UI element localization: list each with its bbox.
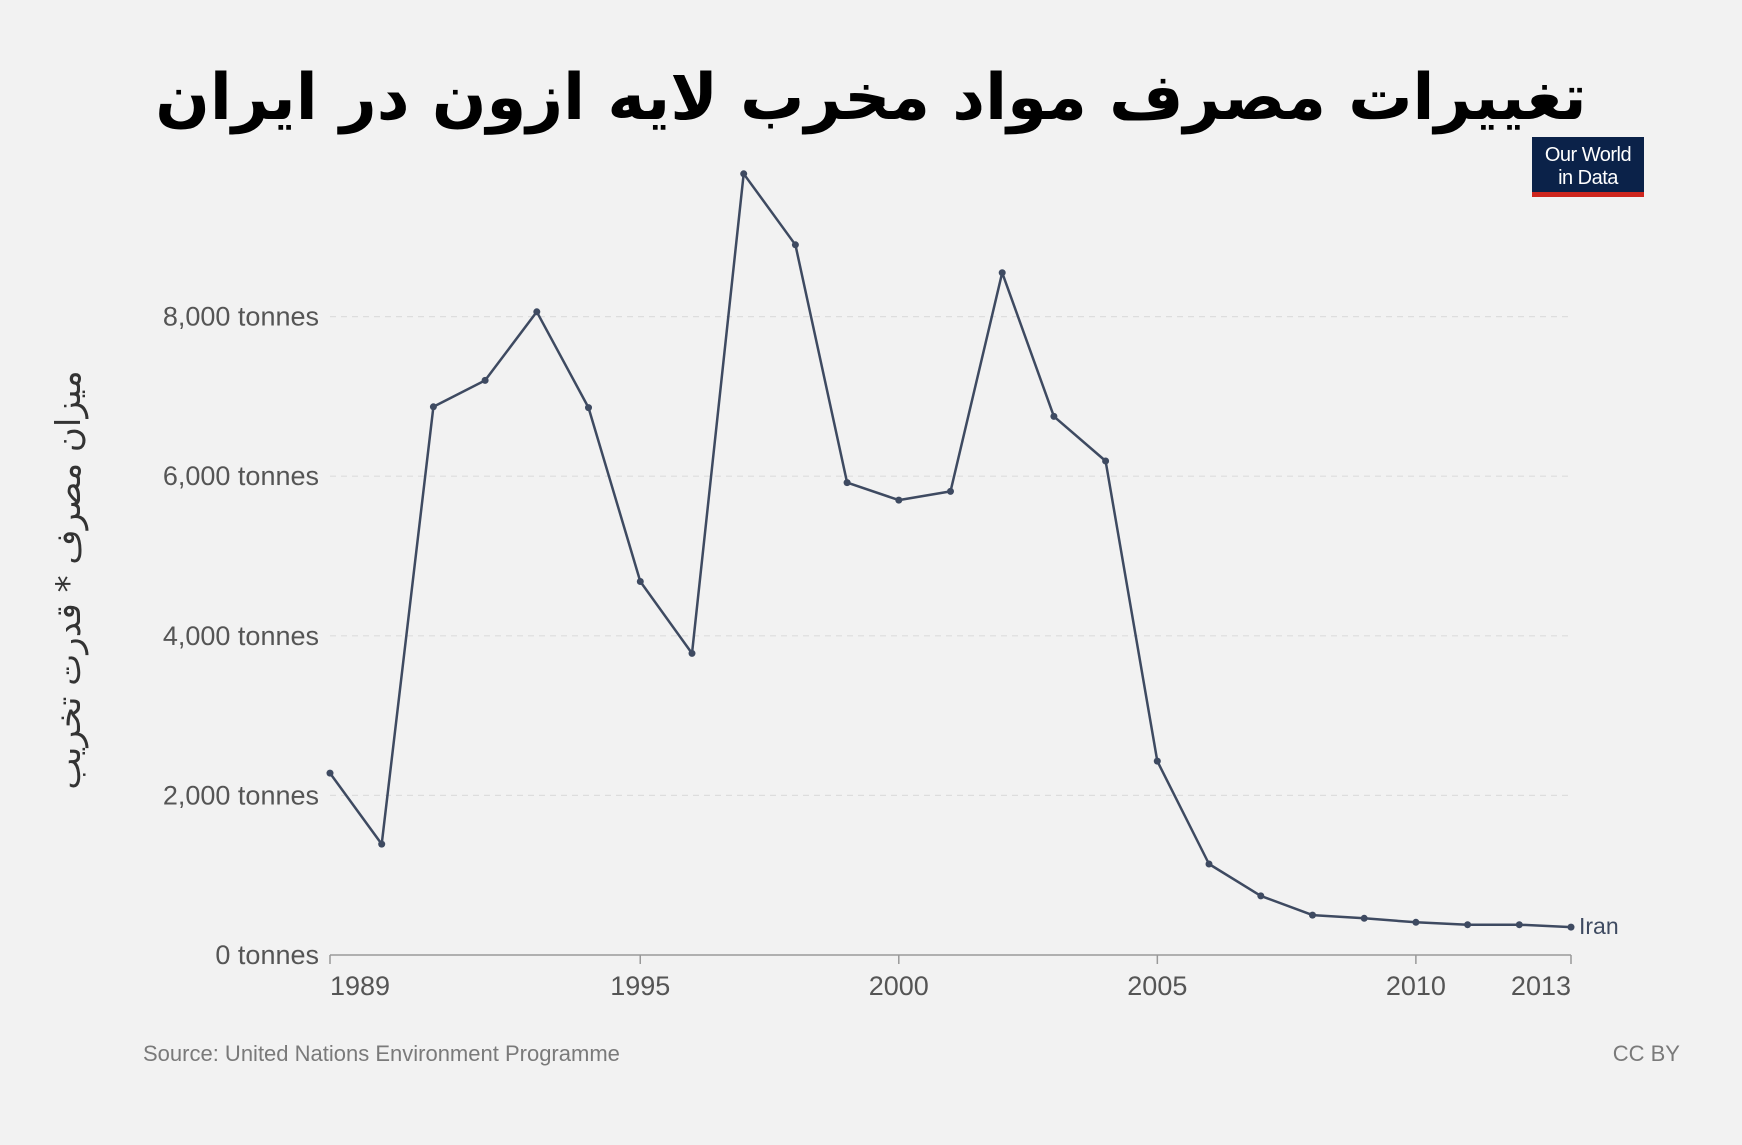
data-point bbox=[326, 769, 334, 777]
data-point bbox=[1515, 921, 1523, 929]
data-point bbox=[1360, 914, 1368, 922]
data-point bbox=[1050, 412, 1058, 420]
x-tick-label: 1995 bbox=[610, 971, 670, 1001]
data-point bbox=[1309, 911, 1316, 919]
owid-logo[interactable]: Our World in Data bbox=[1532, 137, 1644, 197]
data-point bbox=[585, 404, 592, 412]
data-point bbox=[533, 308, 541, 316]
grid-lines bbox=[330, 316, 1571, 797]
y-tick-label: 8,000 tonnes bbox=[163, 302, 319, 332]
y-tick-label: 6,000 tonnes bbox=[163, 461, 319, 491]
x-tick-label: 2013 bbox=[1511, 971, 1571, 1001]
data-point bbox=[1464, 921, 1472, 929]
data-point bbox=[636, 578, 644, 585]
x-tick-label: 1989 bbox=[330, 971, 390, 1001]
data-point bbox=[843, 479, 851, 487]
logo-line-1: Our World bbox=[1544, 144, 1632, 166]
data-point bbox=[1567, 923, 1575, 931]
x-tick-label: 2005 bbox=[1127, 971, 1187, 1001]
series-label-iran: Iran bbox=[1579, 913, 1619, 939]
y-tick-label: 4,000 tonnes bbox=[163, 621, 319, 651]
data-point bbox=[1153, 757, 1161, 765]
y-axis-label: میزان مصرف * قدرت تخریب bbox=[49, 370, 89, 789]
data-point bbox=[1412, 918, 1420, 926]
data-point bbox=[791, 241, 799, 249]
axes: 0 tonnes 2,000 tonnes 4,000 tonnes 6,000 to… bbox=[163, 302, 1572, 1001]
data-point bbox=[429, 403, 437, 411]
source-note[interactable]: Source: United Nations Environment Progr… bbox=[143, 1041, 620, 1066]
data-point bbox=[947, 487, 954, 495]
chart-title: تغییرات مصرف مواد مخرب لایه ازون در ایرا… bbox=[155, 61, 1587, 135]
license-link[interactable]: CC BY bbox=[1612, 1041, 1680, 1066]
logo-line-2: in Data bbox=[1558, 167, 1618, 189]
data-point bbox=[1205, 860, 1213, 868]
y-tick-label: 2,000 tonnes bbox=[163, 780, 319, 810]
data-point bbox=[998, 269, 1006, 277]
series-line-iran bbox=[328, 172, 1572, 929]
data-point bbox=[688, 649, 696, 657]
data-point bbox=[378, 840, 386, 848]
data-point bbox=[740, 170, 748, 178]
y-tick-label: 0 tonnes bbox=[215, 940, 319, 970]
x-tick-label: 2010 bbox=[1386, 971, 1446, 1001]
data-point bbox=[481, 376, 489, 384]
data-point bbox=[1257, 892, 1265, 900]
data-point bbox=[895, 496, 903, 504]
series-layer: Iran bbox=[326, 170, 1619, 939]
x-tick-label: 2000 bbox=[869, 971, 929, 1001]
data-point bbox=[1102, 457, 1110, 465]
